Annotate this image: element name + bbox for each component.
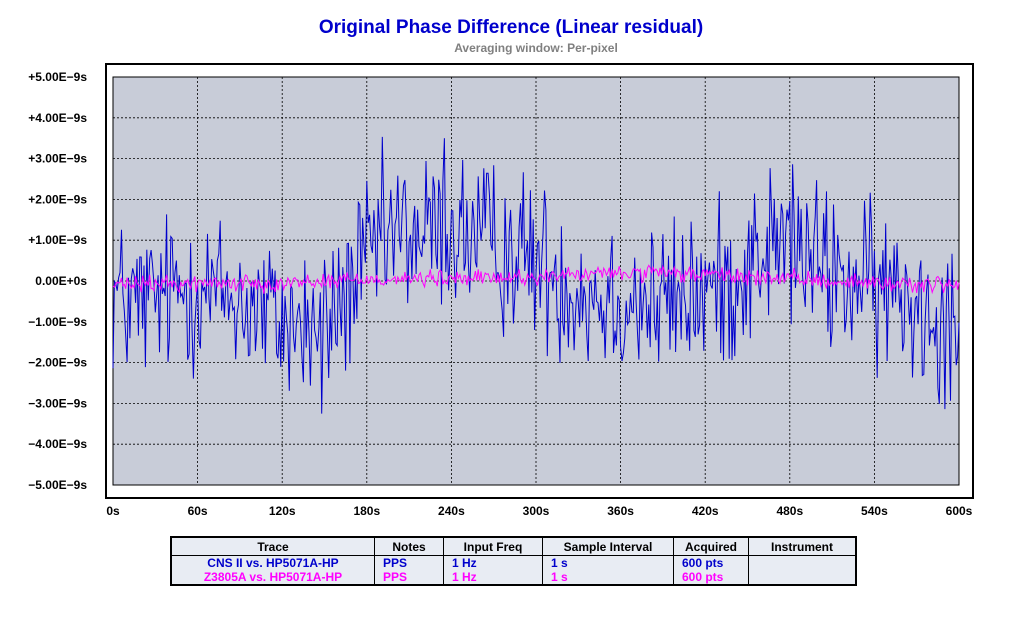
legend-header-input-freq: Input Freq (443, 536, 543, 556)
y-tick-label: −5.00E−9s (28, 478, 87, 492)
series-line-z3805a (112, 264, 960, 295)
legend-header-notes: Notes (374, 536, 444, 556)
legend-instrument (748, 555, 857, 570)
legend-table: Trace Notes Input Freq Sample Interval A… (170, 536, 857, 586)
y-tick-label: +5.00E−9s (28, 70, 87, 84)
y-tick-label: −1.00E−9s (28, 315, 87, 329)
legend-header-row: Trace Notes Input Freq Sample Interval A… (170, 536, 857, 556)
legend-input-freq: 1 Hz (443, 570, 543, 585)
x-tick-label: 60s (188, 504, 208, 518)
chart-svg: 0s 60s 120s 180s 240s 300s 360s 420s 480s 540s 600… (28, 63, 974, 518)
x-tick-label: 360s (607, 504, 634, 518)
y-tick-label: −3.00E−9s (28, 396, 87, 410)
x-tick-label: 240s (438, 504, 465, 518)
legend-header-acquired: Acquired (673, 536, 749, 556)
x-tick-label: 420s (692, 504, 719, 518)
legend-row: CNS II vs. HP5071A-HP PPS 1 Hz 1 s 600 p… (170, 555, 857, 570)
x-tick-label: 0s (106, 504, 120, 518)
legend-instrument (748, 570, 857, 585)
y-tick-label: 0.00E+0s (35, 274, 87, 288)
legend-sample-interval: 1 s (542, 570, 674, 585)
x-tick-label: 600s (946, 504, 973, 518)
legend-notes: PPS (374, 555, 444, 570)
legend-trace-name: CNS II vs. HP5071A-HP (170, 555, 375, 570)
legend-acquired: 600 pts (673, 555, 749, 570)
y-tick-label: −2.00E−9s (28, 356, 87, 370)
legend-notes: PPS (374, 570, 444, 585)
chart-title: Original Phase Difference (Linear residu… (318, 17, 704, 38)
x-tick-label: 120s (269, 504, 296, 518)
y-tick-label: +2.00E−9s (28, 192, 87, 206)
x-tick-label: 300s (523, 504, 550, 518)
legend-acquired: 600 pts (673, 570, 749, 585)
y-tick-label: +1.00E−9s (28, 233, 87, 247)
chart-subtitle: Averaging window: Per-pixel (454, 41, 618, 55)
series-line-cns-ii (112, 136, 960, 414)
x-tick-label: 180s (353, 504, 380, 518)
legend-header-sample-interval: Sample Interval (542, 536, 674, 556)
legend-sample-interval: 1 s (542, 555, 674, 570)
legend-header-instrument: Instrument (748, 536, 857, 556)
x-tick-label: 480s (776, 504, 803, 518)
legend-header-trace: Trace (170, 536, 375, 556)
y-tick-label: +4.00E−9s (28, 111, 87, 125)
legend-trace-name: Z3805A vs. HP5071A-HP (170, 570, 375, 585)
y-tick-label: −4.00E−9s (28, 437, 87, 451)
y-tick-label: +3.00E−9s (28, 152, 87, 166)
x-tick-label: 540s (861, 504, 888, 518)
legend-input-freq: 1 Hz (443, 555, 543, 570)
legend-row: Z3805A vs. HP5071A-HP PPS 1 Hz 1 s 600 p… (170, 570, 857, 585)
